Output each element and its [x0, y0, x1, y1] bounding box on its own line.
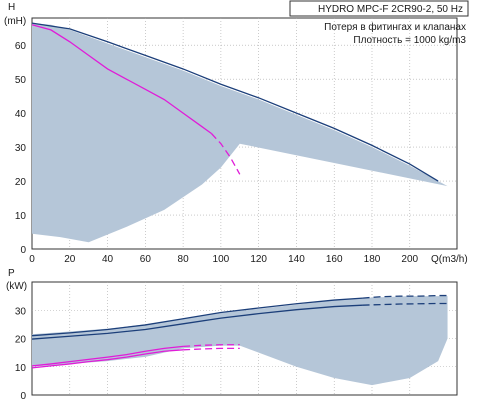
power-tick-label: 0	[20, 391, 26, 400]
power-curves	[31, 294, 448, 369]
head-curve-0	[31, 22, 439, 182]
head-x-ticks: 0 20 40 60 80 100 120 140 160 180 200	[29, 254, 418, 265]
flow-tick-label: 120	[250, 254, 267, 265]
head-tick-label: 0	[20, 245, 26, 256]
power-tick-label: 20	[15, 335, 27, 346]
head-tick-label: 50	[15, 75, 27, 86]
power-axis-unit: (kW)	[6, 281, 27, 292]
head-axis-symbol: H	[8, 2, 15, 13]
head-curve-2	[210, 133, 241, 175]
head-tick-label: 40	[15, 109, 27, 120]
power-tick-label: 30	[15, 306, 27, 317]
power-curve-5	[183, 344, 240, 348]
head-tick-label: 20	[15, 177, 27, 188]
pump-title-box	[289, 0, 469, 17]
power-curve-2	[31, 304, 363, 340]
flow-tick-label: 200	[401, 254, 418, 265]
annotation-density: Плотность = 1000 kg/m3	[353, 35, 466, 46]
power-curve-6	[31, 349, 184, 369]
flow-tick-label: 80	[178, 254, 190, 265]
power-axis-symbol: P	[8, 268, 15, 279]
flow-tick-label: 20	[64, 254, 76, 265]
flow-tick-label: 0	[29, 254, 35, 265]
flow-tick-label: 40	[102, 254, 114, 265]
power-curve-1	[362, 294, 448, 299]
head-curves	[31, 22, 439, 182]
pump-title: HYDRO MPC-F 2CR90-2, 50 Hz	[318, 4, 463, 15]
flow-axis-label: Q(m3/h)	[431, 254, 468, 265]
head-tick-label: 10	[15, 211, 27, 222]
head-tick-label: 60	[15, 41, 27, 52]
flow-tick-label: 60	[140, 254, 152, 265]
power-operating-area	[32, 296, 448, 386]
head-axis-unit: (mH)	[4, 16, 26, 27]
flow-tick-label: 160	[326, 254, 343, 265]
flow-tick-label: 180	[364, 254, 381, 265]
head-operating-area	[32, 23, 448, 243]
power-curve-4	[31, 345, 184, 367]
head-tick-label: 30	[15, 143, 27, 154]
power-curve-0	[31, 297, 363, 337]
power-curve-7	[183, 347, 240, 351]
annotation-fitting-loss: Потеря в фитингах и клапанах	[324, 21, 466, 33]
power-y-ticks: 0 10 20 30	[15, 306, 27, 400]
power-curve-3	[362, 302, 448, 306]
head-y-ticks: 0 10 20 30 40 50 60	[15, 41, 27, 256]
head-curve-1	[31, 24, 212, 135]
flow-tick-label: 100	[213, 254, 230, 265]
power-tick-label: 10	[15, 363, 27, 374]
flow-tick-label: 140	[288, 254, 305, 265]
